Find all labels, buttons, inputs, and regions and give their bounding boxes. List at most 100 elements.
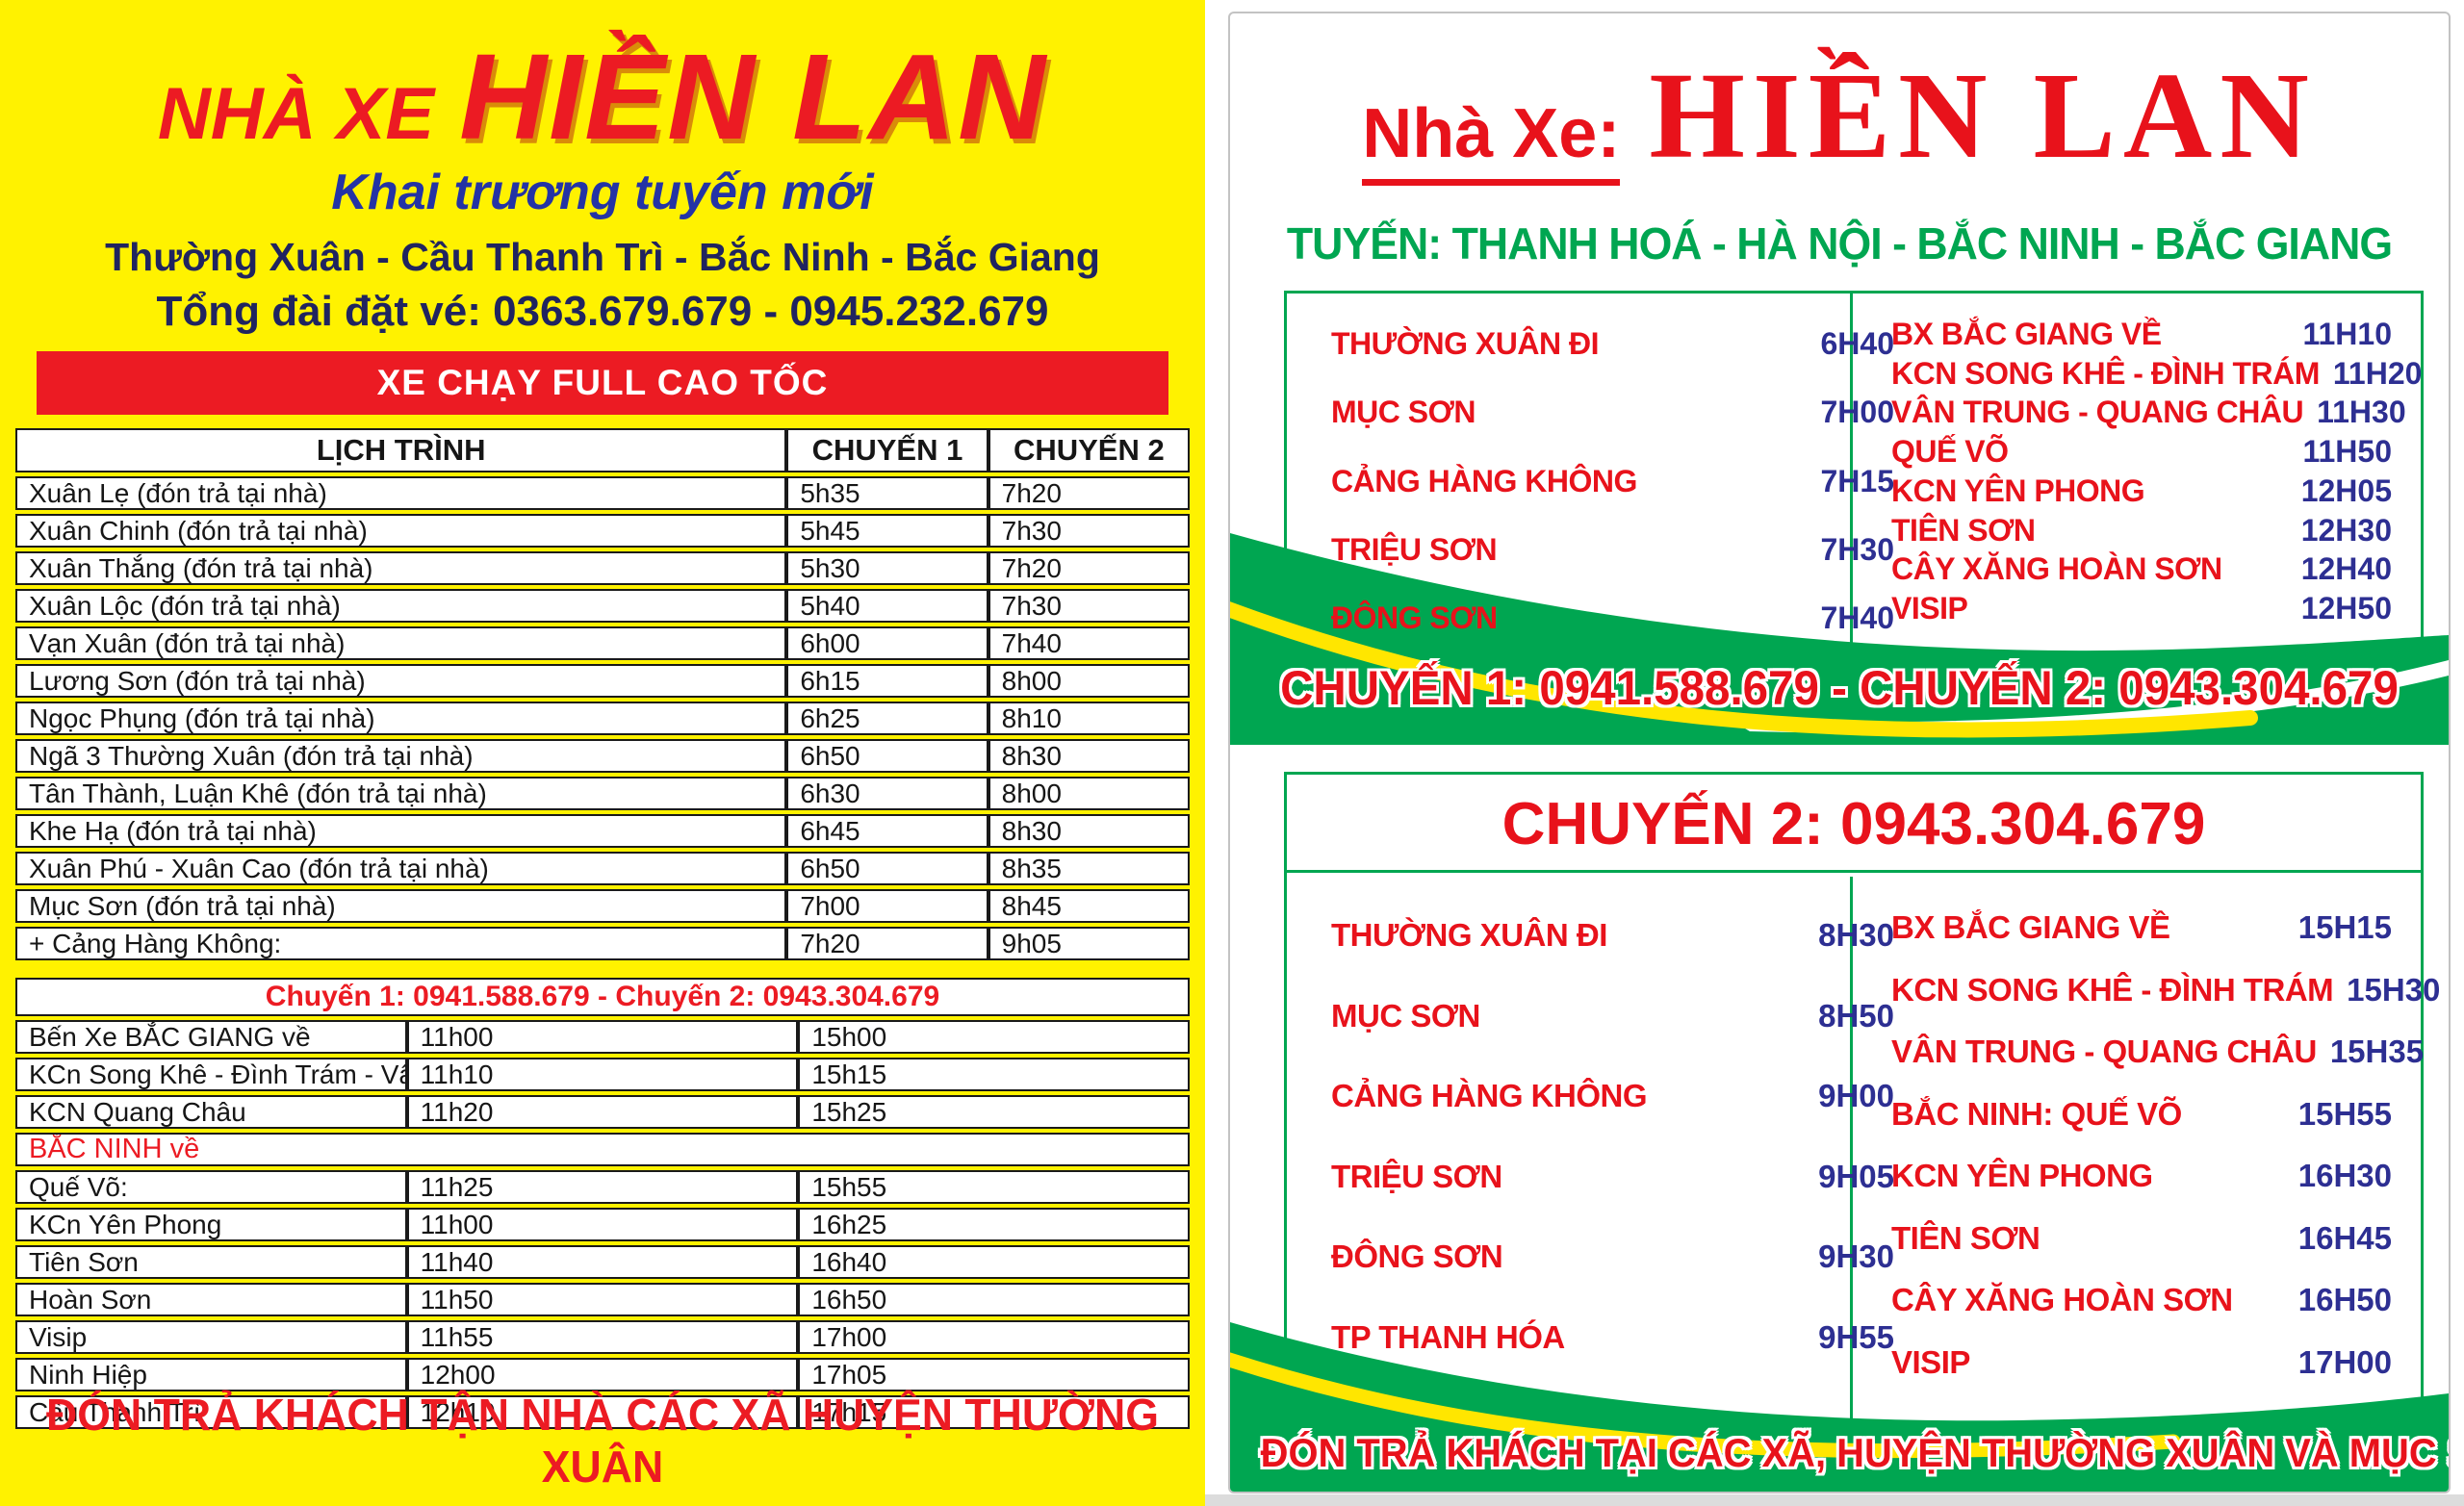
header-trip1: CHUYẾN 1 bbox=[786, 428, 988, 472]
schedule-row: MỤC SƠN 8H50 bbox=[1331, 998, 1894, 1034]
stop-label: ĐÔNG SƠN bbox=[1331, 600, 1498, 635]
stop-time: 9H30 bbox=[1818, 1238, 1894, 1275]
column-divider bbox=[1850, 877, 1853, 1423]
stop-name: Quế Võ: bbox=[15, 1170, 407, 1204]
trip2-time: 9h05 bbox=[988, 927, 1190, 960]
table-row: Xuân Chinh (đón trả tại nhà) 5h45 7h30 bbox=[15, 514, 1190, 548]
stop-name: Ngã 3 Thường Xuân (đón trả tại nhà) bbox=[15, 739, 787, 773]
stop-time: 12H50 bbox=[2300, 590, 2392, 625]
left-flyer-panel: NHÀ XE HIỀN LAN Khai trương tuyến mới Th… bbox=[0, 0, 1205, 1506]
return-schedule-table: Chuyến 1: 0941.588.679 - Chuyến 2: 0943.… bbox=[15, 974, 1190, 1433]
trip2-schedule-box: CHUYẾN 2: 0943.304.679 THƯỜNG XUÂN ĐI 8H… bbox=[1284, 772, 2440, 1426]
schedule-row: VISIP 17H00 bbox=[1891, 1344, 2392, 1381]
stop-time: 12H40 bbox=[2300, 551, 2392, 587]
trip2-time: 16h25 bbox=[798, 1208, 1190, 1241]
trip1-time: 6h15 bbox=[786, 664, 988, 698]
left-footer-note: ĐÓN TRẢ KHÁCH TẬN NHÀ CÁC XÃ HUYỆN THƯỜN… bbox=[46, 1390, 1159, 1492]
table-row: Visip 11h55 17h00 bbox=[15, 1320, 1190, 1354]
highway-banner: XE CHẠY FULL CAO TỐC bbox=[37, 351, 1168, 415]
trip1-time: 11h00 bbox=[406, 1208, 799, 1241]
stop-label: BX BẮC GIANG VỀ bbox=[1891, 909, 2170, 945]
stop-time: 16H45 bbox=[2297, 1219, 2392, 1256]
stop-name: Bến Xe BẮC GIANG về bbox=[15, 1020, 407, 1054]
stop-label: BẮC NINH: QUẾ VÕ bbox=[1891, 1095, 2182, 1132]
card-route-line: TUYẾN: THANH HOÁ - HÀ NỘI - BẮC NINH - B… bbox=[1286, 218, 2393, 268]
stop-label: CÂY XĂNG HOÀN SƠN bbox=[1891, 1282, 2233, 1318]
stop-label: VISIP bbox=[1891, 590, 1968, 625]
trip1-time: 6h25 bbox=[786, 702, 988, 735]
stop-time: 8H30 bbox=[1818, 917, 1894, 953]
trip1-time: 6h50 bbox=[786, 852, 988, 885]
schedule-row: CÂY XĂNG HOÀN SƠN 12H40 bbox=[1891, 551, 2392, 587]
trip1-time: 11h20 bbox=[406, 1095, 799, 1129]
return-rows-top: Bến Xe BẮC GIANG về 11h00 15h00 KCn Song… bbox=[15, 1020, 1190, 1129]
trip2-time: 8h30 bbox=[988, 814, 1190, 848]
trip2-time: 8h10 bbox=[988, 702, 1190, 735]
stop-name: Mục Sơn (đón trả tại nhà) bbox=[15, 889, 787, 923]
stop-time: 8H50 bbox=[1818, 997, 1894, 1034]
table-row: Xuân Phú - Xuân Cao (đón trả tại nhà) 6h… bbox=[15, 852, 1190, 885]
schedule-row: BX BẮC GIANG VỀ 15H15 bbox=[1891, 909, 2392, 946]
green-wave-bottom bbox=[1230, 1315, 2449, 1492]
trip1-time: 11h55 bbox=[406, 1320, 799, 1354]
schedule-row: TRIỆU SƠN 9H05 bbox=[1331, 1159, 1894, 1195]
stop-time: 16H50 bbox=[2297, 1282, 2392, 1318]
stop-name: Ninh Hiệp bbox=[15, 1358, 407, 1391]
stop-time: 17H00 bbox=[2297, 1343, 2392, 1380]
trip1-time: 12h10 bbox=[406, 1395, 799, 1429]
schedule-row: MỤC SƠN 7H00 bbox=[1331, 395, 1894, 430]
stop-label: KCN SONG KHÊ - ĐÌNH TRÁM bbox=[1891, 971, 2334, 1008]
stop-name: Xuân Lẹ (đón trả tại nhà) bbox=[15, 476, 787, 510]
trip1-time: 7h00 bbox=[786, 889, 988, 923]
schedule-row: THƯỜNG XUÂN ĐI 6H40 bbox=[1331, 326, 1894, 362]
stop-name: Ngọc Phụng (đón trả tại nhà) bbox=[15, 702, 787, 735]
trip2-time: 17h15 bbox=[798, 1395, 1190, 1429]
right-card-region: Nhà Xe: HIỀN LAN TUYẾN: THANH HOÁ - HÀ N… bbox=[1205, 0, 2464, 1506]
stop-time: 11H30 bbox=[2317, 395, 2406, 430]
trip2-time: 7h30 bbox=[988, 514, 1190, 548]
stop-label: ĐÔNG SƠN bbox=[1331, 1238, 1503, 1275]
trip2-columns: THƯỜNG XUÂN ĐI 8H30 MỤC SƠN 8H50 CẢNG HÀ… bbox=[1287, 877, 2440, 1423]
stop-name: KCN Quang Châu bbox=[15, 1095, 407, 1129]
stop-time: 7H30 bbox=[1820, 531, 1895, 567]
trip1-time: 12h00 bbox=[406, 1358, 799, 1391]
stop-label: BX BẮC GIANG VỀ bbox=[1891, 317, 2162, 351]
return-rows-bottom: Quế Võ: 11h25 15h55 KCn Yên Phong 11h00 … bbox=[15, 1170, 1190, 1429]
table-row: Tiên Sơn 11h40 16h40 bbox=[15, 1245, 1190, 1279]
return-table-header: Chuyến 1: 0941.588.679 - Chuyến 2: 0943.… bbox=[15, 978, 1190, 1016]
trip1-time: 11h50 bbox=[406, 1283, 799, 1316]
trip-phones-banner: CHUYẾN 1: 0941.588.679 - CHUYẾN 2: 0943.… bbox=[1280, 661, 2399, 715]
trip1-return-column: BX BẮC GIANG VỀ 11H10 KCN SONG KHÊ - ĐÌN… bbox=[1853, 294, 2422, 686]
trip2-time: 16h40 bbox=[798, 1245, 1190, 1279]
hotline-line: Tổng đài đặt vé: 0363.679.679 - 0945.232… bbox=[156, 288, 1049, 335]
stop-time: 15H15 bbox=[2297, 909, 2392, 945]
trip2-title: CHUYẾN 2: 0943.304.679 bbox=[1287, 775, 2421, 873]
schedule-row: BẮC NINH: QUẾ VÕ 15H55 bbox=[1891, 1096, 2392, 1133]
trip2-time: 15h55 bbox=[798, 1170, 1190, 1204]
trip1-time: 5h45 bbox=[786, 514, 988, 548]
card-brand-name: HIỀN LAN bbox=[1649, 47, 2317, 184]
morning-schedule-table: LỊCH TRÌNH CHUYẾN 1 CHUYẾN 2 Xuân Lẹ (đó… bbox=[15, 424, 1190, 964]
column-divider bbox=[1850, 294, 1853, 686]
table-row: KCn Yên Phong 11h00 16h25 bbox=[15, 1208, 1190, 1241]
stop-time: 11H10 bbox=[2302, 317, 2392, 351]
schedule-row: KCN SONG KHÊ - ĐÌNH TRÁM 15H30 bbox=[1891, 971, 2440, 1008]
stop-time: 7H40 bbox=[1820, 600, 1895, 635]
stop-name: Hoàn Sơn bbox=[15, 1283, 407, 1316]
stop-name: KCn Yên Phong bbox=[15, 1208, 407, 1241]
table-row: Xuân Lộc (đón trả tại nhà) 5h40 7h30 bbox=[15, 589, 1190, 623]
bottom-gray-strip bbox=[1205, 1494, 2464, 1506]
stop-name: KCn Song Khê - Đình Trám - Vân Trung bbox=[15, 1058, 407, 1091]
brand-lockup: NHÀ XE HIỀN LAN bbox=[0, 37, 1205, 158]
schedule-row: TP THANH HÓA 9H55 bbox=[1331, 1319, 1894, 1356]
stop-time: 15H30 bbox=[2347, 971, 2441, 1008]
table-row: KCn Song Khê - Đình Trám - Vân Trung 11h… bbox=[15, 1058, 1190, 1091]
schedule-row: VÂN TRUNG - QUANG CHÂU 15H35 bbox=[1891, 1034, 2424, 1070]
trip2-time: 17h05 bbox=[798, 1358, 1190, 1391]
stop-time: 9H05 bbox=[1818, 1158, 1894, 1194]
table-row: Xuân Lẹ (đón trả tại nhà) 5h35 7h20 bbox=[15, 476, 1190, 510]
morning-rows: Xuân Lẹ (đón trả tại nhà) 5h35 7h20 Xuân… bbox=[15, 476, 1190, 960]
trip1-columns: THƯỜNG XUÂN ĐI 6H40 MỤC SƠN 7H00 CẢNG HÀ… bbox=[1287, 294, 2422, 686]
stop-label: KCN YÊN PHONG bbox=[1891, 1158, 2153, 1194]
brand-name: HIỀN LAN bbox=[459, 29, 1048, 165]
